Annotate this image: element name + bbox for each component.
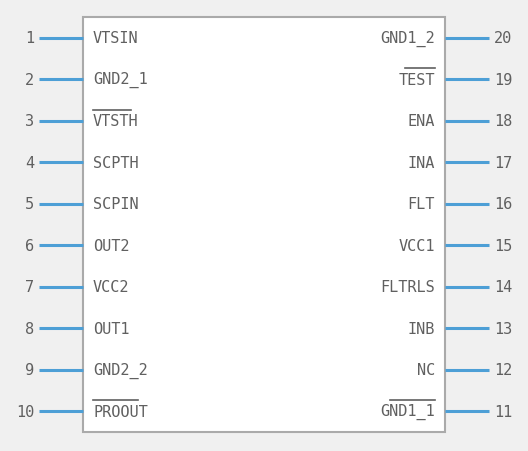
Text: VTSIN: VTSIN — [93, 31, 139, 46]
Text: GND2_2: GND2_2 — [93, 362, 148, 378]
Text: 16: 16 — [494, 197, 512, 212]
Text: 7: 7 — [25, 280, 34, 295]
Text: 11: 11 — [494, 404, 512, 419]
Text: 18: 18 — [494, 114, 512, 129]
Text: 13: 13 — [494, 321, 512, 336]
Text: 14: 14 — [494, 280, 512, 295]
Text: 17: 17 — [494, 156, 512, 170]
Text: 20: 20 — [494, 31, 512, 46]
Text: INA: INA — [408, 156, 435, 170]
Text: OUT2: OUT2 — [93, 238, 129, 253]
Text: 15: 15 — [494, 238, 512, 253]
Text: 6: 6 — [25, 238, 34, 253]
Text: FLT: FLT — [408, 197, 435, 212]
Text: GND1_1: GND1_1 — [380, 403, 435, 419]
Text: 8: 8 — [25, 321, 34, 336]
Text: SCPTH: SCPTH — [93, 156, 139, 170]
Text: 3: 3 — [25, 114, 34, 129]
Text: GND2_1: GND2_1 — [93, 72, 148, 88]
Bar — [83, 18, 445, 432]
Text: 2: 2 — [25, 73, 34, 87]
Text: OUT1: OUT1 — [93, 321, 129, 336]
Text: 4: 4 — [25, 156, 34, 170]
Text: ENA: ENA — [408, 114, 435, 129]
Text: 9: 9 — [25, 363, 34, 377]
Text: PROOUT: PROOUT — [93, 404, 148, 419]
Text: 10: 10 — [16, 404, 34, 419]
Text: VCC2: VCC2 — [93, 280, 129, 295]
Text: 5: 5 — [25, 197, 34, 212]
Text: NC: NC — [417, 363, 435, 377]
Text: VCC1: VCC1 — [399, 238, 435, 253]
Text: FLTRLS: FLTRLS — [380, 280, 435, 295]
Text: SCPIN: SCPIN — [93, 197, 139, 212]
Text: 1: 1 — [25, 31, 34, 46]
Text: VTSTH: VTSTH — [93, 114, 139, 129]
Text: TEST: TEST — [399, 73, 435, 87]
Text: 19: 19 — [494, 73, 512, 87]
Text: GND1_2: GND1_2 — [380, 31, 435, 47]
Text: INB: INB — [408, 321, 435, 336]
Text: 12: 12 — [494, 363, 512, 377]
